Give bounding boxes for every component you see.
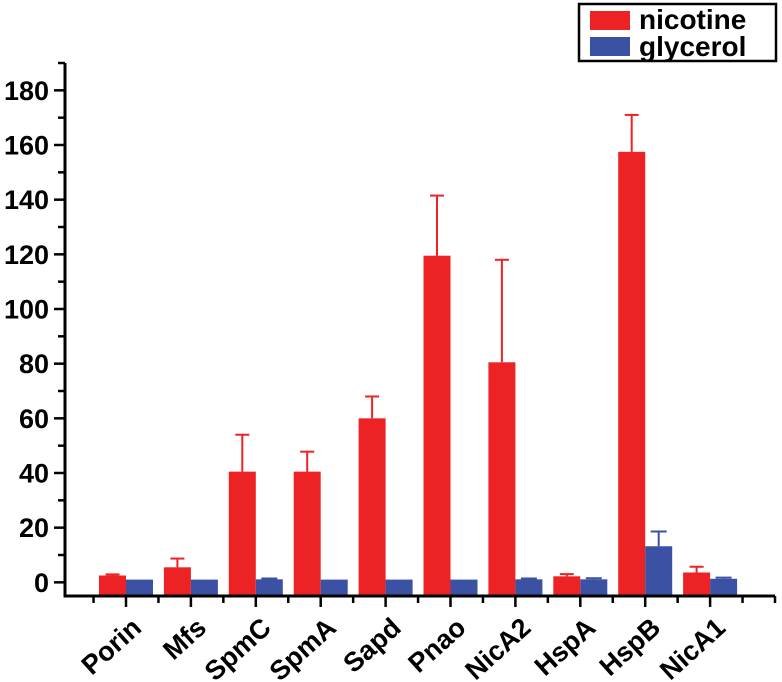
bar-glycerol-spma [320, 579, 348, 596]
x-category-label-nica1: NicA1 [654, 612, 731, 682]
bar-nicotine-spma [293, 471, 321, 596]
y-tick-label: 160 [4, 131, 49, 161]
y-tick-label: 20 [19, 513, 49, 543]
y-tick-label: 0 [34, 568, 49, 598]
legend-label-nicotine: nicotine [639, 4, 746, 35]
bar-nicotine-spmc [228, 471, 256, 596]
bar-glycerol-nica2 [515, 579, 543, 596]
x-category-label-spmc: SpmC [199, 612, 277, 682]
bar-glycerol-hspb [645, 546, 673, 596]
bar-glycerol-sapd [385, 579, 413, 596]
bar-nicotine-pnao [423, 255, 451, 596]
bar-nicotine-mfs [163, 567, 191, 596]
bar-glycerol-spmc [255, 579, 283, 596]
legend-swatch-nicotine [590, 11, 630, 30]
bar-nicotine-hspa [553, 576, 581, 596]
bar-nicotine-porin [99, 575, 126, 596]
bar-nicotine-sapd [358, 418, 386, 596]
bar-glycerol-nica1 [710, 578, 738, 596]
bar-glycerol-porin [126, 579, 153, 596]
x-category-label-nica2: NicA2 [459, 612, 536, 682]
x-category-label-pnao: Pnao [402, 612, 471, 678]
bar-glycerol-hspa [580, 579, 608, 596]
y-tick-label: 40 [19, 459, 49, 489]
x-category-label-porin: Porin [76, 612, 147, 680]
legend: nicotine glycerol [577, 2, 778, 63]
bar-glycerol-mfs [190, 579, 218, 596]
legend-label-glycerol: glycerol [639, 31, 746, 62]
y-tick-label: 60 [19, 404, 49, 434]
plot-area: 0 20 40 60 80 100 120 140 160 180 Porin MfsSpmCSpmA… [4, 61, 777, 682]
legend-swatch-glycerol [590, 37, 630, 56]
bar-nicotine-nica1 [683, 572, 711, 596]
x-category-label-hspa: HspA [529, 612, 601, 681]
y-tick-label: 100 [4, 295, 49, 325]
x-category-label-spma: SpmA [264, 612, 342, 682]
y-tick-label: 140 [4, 185, 49, 215]
bar-glycerol-pnao [450, 579, 478, 596]
bar-nicotine-nica2 [488, 362, 516, 596]
bar-nicotine-hspb [618, 151, 646, 597]
x-category-label-sapd: Sapd [337, 612, 406, 678]
x-category-label-hspb: HspB [594, 612, 666, 681]
y-tick-label: 180 [4, 76, 49, 106]
y-tick-label: 120 [4, 240, 49, 270]
x-category-label-mfs: Mfs [157, 612, 212, 665]
y-tick-label: 80 [19, 349, 49, 379]
